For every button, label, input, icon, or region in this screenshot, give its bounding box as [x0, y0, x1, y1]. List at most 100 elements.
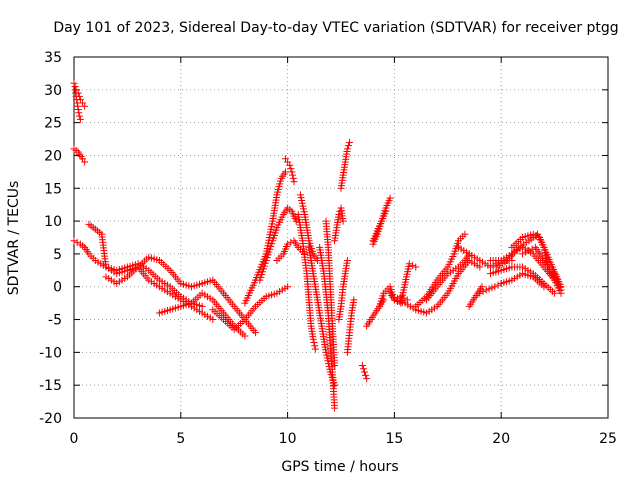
data-point [288, 168, 296, 176]
chart-title: Day 101 of 2023, Sidereal Day-to-day VTE… [53, 20, 618, 36]
series-track-v [358, 361, 371, 383]
data-point [73, 238, 81, 246]
data-point [557, 283, 565, 291]
y-tick-label: -15 [39, 378, 62, 394]
data-point [540, 283, 548, 291]
data-point [209, 316, 217, 324]
grid [74, 57, 608, 418]
data-point [344, 142, 352, 150]
data-point [476, 289, 484, 297]
x-tick-label: 10 [279, 431, 297, 447]
data-marks [70, 79, 565, 412]
series-track-r [331, 204, 347, 245]
data-point [290, 178, 298, 186]
data-point [528, 245, 536, 253]
series-track-n [296, 191, 322, 264]
data-point [461, 230, 469, 238]
series-track-b [71, 86, 84, 123]
data-point [485, 285, 493, 293]
data-point [359, 365, 367, 373]
series-track-m [294, 211, 319, 353]
series-track-al [497, 270, 548, 291]
data-point [346, 138, 354, 146]
y-tick-label: 15 [44, 181, 62, 197]
data-point [74, 106, 82, 114]
x-tick-label: 5 [176, 431, 185, 447]
data-point [241, 332, 249, 340]
data-point [551, 289, 559, 297]
data-point [350, 296, 358, 304]
data-point [525, 247, 533, 255]
series-track-e [85, 220, 217, 324]
data-point [343, 256, 351, 264]
data-point [482, 286, 490, 294]
data-point [72, 92, 80, 100]
series-track-u [343, 296, 358, 356]
data-point [479, 288, 487, 296]
data-point [405, 260, 413, 268]
data-point [75, 109, 83, 117]
series-track-ak [508, 230, 565, 297]
y-tick-label: 10 [44, 214, 62, 230]
series-track-t [335, 256, 351, 324]
data-point [358, 361, 366, 369]
data-point [281, 168, 289, 176]
series-track-h [209, 283, 292, 333]
y-tick-label: 30 [44, 83, 62, 99]
data-point [363, 375, 371, 383]
data-point [198, 302, 206, 310]
data-point [81, 158, 89, 166]
data-point [488, 284, 496, 292]
series-track-k [281, 155, 298, 186]
y-tick-label: 0 [53, 280, 62, 296]
data-point [491, 283, 499, 291]
series-track-g [155, 289, 249, 340]
data-point [310, 339, 318, 347]
data-point [70, 237, 78, 245]
y-tick-label: 35 [44, 50, 62, 66]
data-point [70, 79, 78, 87]
data-point [343, 145, 351, 153]
y-tick-label: -5 [48, 313, 62, 329]
data-point [339, 217, 347, 225]
y-tick-label: 20 [44, 148, 62, 164]
x-tick-label: 15 [385, 431, 403, 447]
data-point [286, 161, 294, 169]
series-track-ad [422, 250, 473, 304]
data-point [289, 171, 297, 179]
data-point [519, 250, 527, 258]
data-point [557, 289, 565, 297]
data-point [76, 115, 84, 123]
series-track-q [322, 217, 339, 369]
data-point [522, 248, 530, 256]
series-track-j [256, 204, 300, 284]
data-point [309, 335, 317, 343]
x-tick-label: 20 [492, 431, 510, 447]
series-track-am [519, 243, 565, 291]
y-tick-label: -10 [39, 345, 62, 361]
data-point [71, 86, 79, 94]
data-point [73, 99, 81, 107]
x-tick-label: 0 [70, 431, 79, 447]
x-axis-label: GPS time / hours [281, 459, 398, 475]
data-point [360, 368, 368, 376]
y-axis-label: SDTVAR / TECUs [6, 181, 22, 296]
data-point [529, 230, 537, 238]
data-point [409, 261, 417, 269]
data-point [382, 207, 390, 215]
data-point [494, 281, 502, 289]
data-point [81, 102, 89, 110]
y-tick-label: 25 [44, 116, 62, 132]
data-point [284, 240, 292, 248]
data-point [331, 404, 339, 412]
data-point [75, 112, 83, 120]
data-point [284, 283, 292, 291]
data-point [311, 345, 319, 353]
data-point [386, 194, 394, 202]
axis-ticks: 0 5 10 15 20 25 -20 -15 -10 -5 0 5 10 15 20 25 30 35 [39, 50, 617, 447]
x-tick-label: 25 [599, 431, 617, 447]
data-point [287, 165, 295, 173]
data-point [335, 211, 343, 219]
data-point [362, 371, 370, 379]
